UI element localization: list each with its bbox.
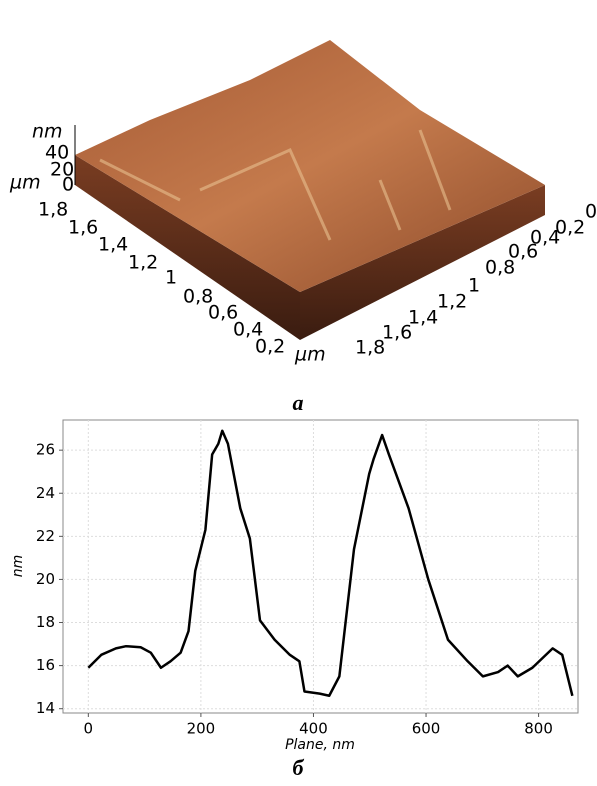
afm-y-tick: 1,2 — [128, 252, 158, 274]
afm-y-tick: 1,8 — [38, 199, 68, 221]
afm-y-tick: 0,2 — [255, 336, 285, 358]
afm-x-tick: 1,8 — [355, 337, 385, 359]
afm-x-tick: 1,4 — [408, 307, 438, 329]
x-tick-label: 600 — [412, 720, 441, 738]
y-tick-label: 20 — [36, 570, 55, 588]
afm-image: nm 40 20 0 µm µm 1,81,61,41,210,80,60,40… — [9, 40, 597, 366]
z-tick: 0 — [62, 174, 74, 196]
afm-y-tick: 1 — [165, 267, 177, 289]
z-unit: nm — [32, 121, 63, 143]
left-unit: µm — [9, 172, 41, 194]
caption: б — [293, 755, 305, 780]
y-tick-label: 26 — [36, 441, 55, 459]
afm-y-tick: 1,6 — [68, 217, 98, 239]
afm-y-tick: 1,4 — [98, 234, 128, 256]
caption: a — [293, 390, 304, 415]
y-tick-label: 24 — [36, 484, 55, 502]
afm-x-tick: 0,2 — [555, 217, 585, 239]
x-axis-label: Plane, nm — [285, 737, 355, 753]
x-tick-label: 400 — [299, 720, 328, 738]
y-tick-label: 16 — [36, 656, 55, 674]
figure: nm 40 20 0 µm µm 1,81,61,41,210,80,60,40… — [0, 0, 597, 782]
afm-x-tick: 1 — [468, 275, 480, 297]
x-tick-label: 800 — [524, 720, 553, 738]
x-tick-label: 200 — [187, 720, 216, 738]
y-tick-label: 14 — [36, 699, 55, 717]
afm-x-tick: 1,2 — [437, 291, 467, 313]
bottom-unit: µm — [294, 344, 326, 366]
y-tick-label: 22 — [36, 527, 55, 545]
y-axis-label: nm — [10, 555, 26, 578]
afm-x-tick: 0 — [585, 201, 597, 223]
x-tick-label: 0 — [84, 720, 94, 738]
y-tick-label: 18 — [36, 613, 55, 631]
profile-line — [88, 431, 572, 696]
